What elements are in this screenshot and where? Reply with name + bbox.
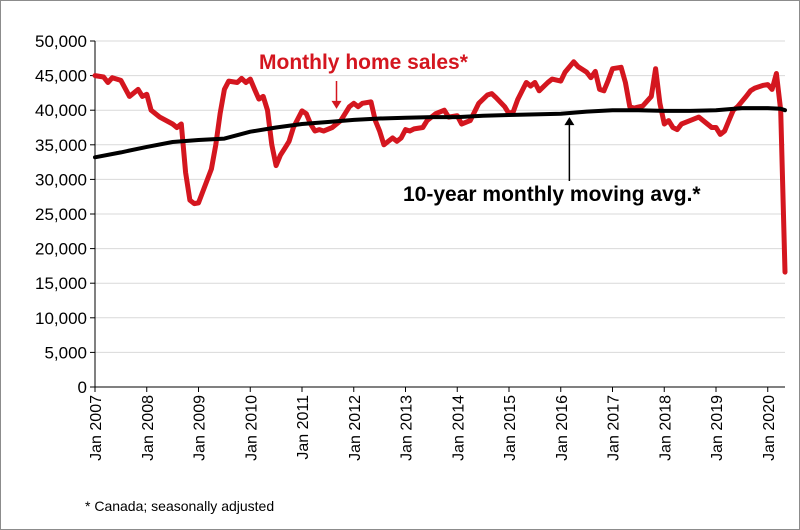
y-tick-label: 30,000 xyxy=(35,170,87,189)
axes xyxy=(90,40,785,392)
series-lines xyxy=(92,59,788,275)
x-tick-label: Jan 2016 xyxy=(554,395,571,461)
annotation-arrowhead xyxy=(564,117,575,126)
y-tick-label: 0 xyxy=(78,378,87,397)
x-tick-label: Jan 2013 xyxy=(399,395,416,461)
x-tick-label: Jan 2014 xyxy=(450,395,467,461)
x-tick-label: Jan 2020 xyxy=(761,395,778,461)
y-tick-label: 45,000 xyxy=(35,67,87,86)
x-tick-label: Jan 2015 xyxy=(502,395,519,461)
x-tick-label: Jan 2017 xyxy=(606,395,623,461)
x-tick-label: Jan 2019 xyxy=(709,395,726,461)
y-tick-label: 40,000 xyxy=(35,101,87,120)
y-tick-label: 50,000 xyxy=(35,32,87,51)
x-tick-label: Jan 2007 xyxy=(88,395,105,461)
x-tick-label: Jan 2011 xyxy=(295,395,312,460)
y-tick-label: 20,000 xyxy=(35,240,87,259)
annotation-label: 10-year monthly moving avg.* xyxy=(403,183,701,206)
x-tick-label: Jan 2010 xyxy=(243,395,260,461)
y-tick-label: 35,000 xyxy=(35,136,87,155)
annotations: Monthly home sales* 10-year monthly movin… xyxy=(259,51,701,206)
x-tick-label: Jan 2018 xyxy=(657,395,674,461)
x-tick-label: Jan 2012 xyxy=(347,395,364,461)
annotation-label: Monthly home sales* xyxy=(259,51,469,74)
y-tick-labels: 0 5,000 10,000 15,000 20,000 25,000 30,000 35,0… xyxy=(35,32,87,397)
x-tick-label: Jan 2008 xyxy=(140,395,157,461)
y-tick-label: 25,000 xyxy=(35,205,87,224)
y-tick-label: 15,000 xyxy=(35,274,87,293)
x-tick-labels: Jan 2007 Jan 2008 Jan 2009 Jan 2010 Jan 2011… xyxy=(88,395,778,461)
series-line xyxy=(93,106,787,160)
x-tick-label: Jan 2009 xyxy=(192,395,209,461)
annotation-arrowhead xyxy=(331,100,342,109)
footnote: * Canada; seasonally adjusted xyxy=(85,498,275,514)
y-tick-label: 5,000 xyxy=(44,343,87,362)
series-line xyxy=(92,59,788,275)
y-tick-label: 10,000 xyxy=(35,309,87,328)
